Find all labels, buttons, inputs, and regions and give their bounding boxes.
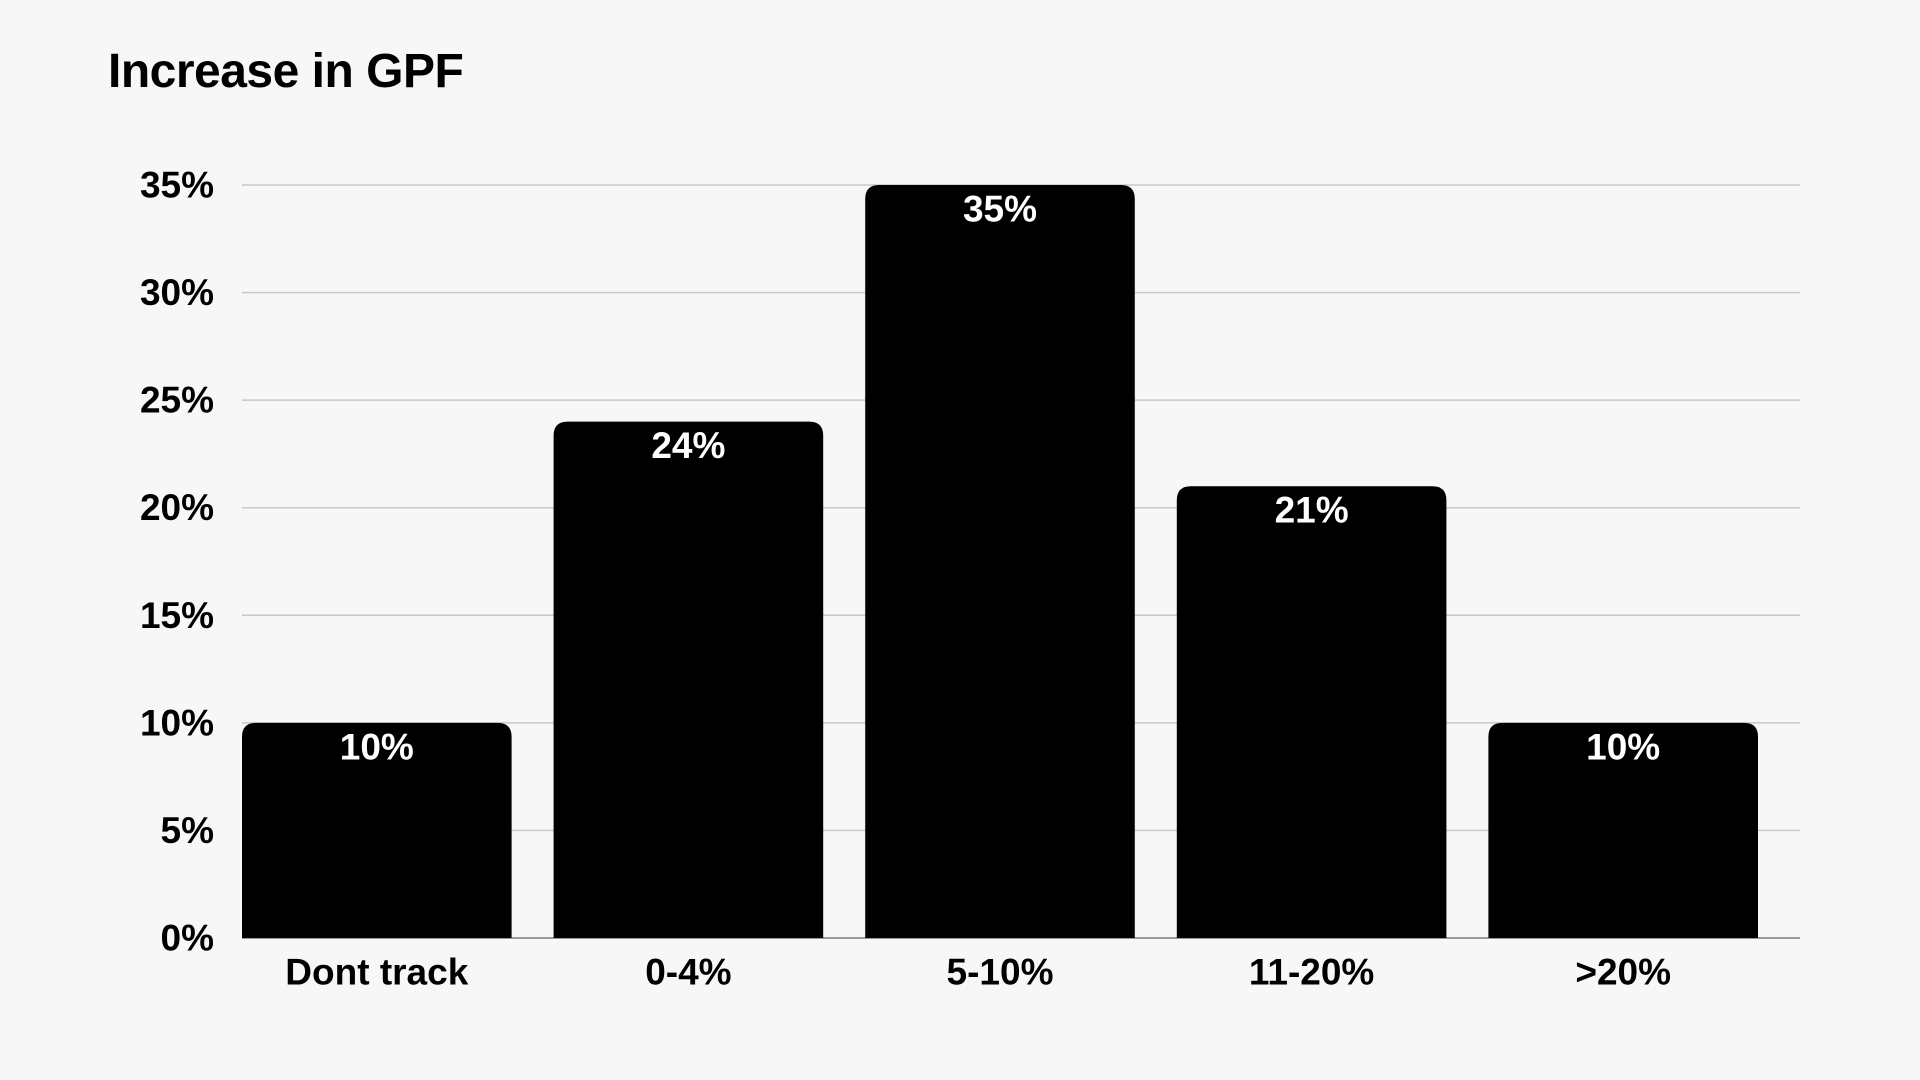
y-axis-ticks: 0% 5% 10% 15% 20% 25% 30% 35%: [140, 165, 214, 959]
data-labels: 10% 24% 35% 21% 10%: [340, 189, 1660, 768]
x-tick-label: Dont track: [285, 952, 468, 993]
x-tick-label: 11-20%: [1249, 952, 1375, 993]
y-tick-label: 30%: [140, 272, 214, 313]
x-axis-ticks: Dont track 0-4% 5-10% 11-20% >20%: [285, 952, 1671, 993]
y-tick-label: 35%: [140, 165, 214, 206]
bar: [865, 185, 1135, 938]
y-tick-label: 10%: [140, 702, 214, 743]
y-tick-label: 25%: [140, 380, 214, 421]
data-label: 21%: [1275, 490, 1349, 531]
bar: [242, 722, 512, 938]
bar: [553, 421, 824, 939]
y-tick-label: 0%: [161, 918, 214, 959]
y-tick-label: 20%: [140, 487, 214, 528]
chart-title: Increase in GPF: [108, 45, 464, 98]
data-label: 10%: [340, 726, 414, 767]
bar: [1488, 722, 1758, 938]
bar: [1176, 486, 1447, 938]
x-tick-label: >20%: [1575, 952, 1671, 993]
data-label: 10%: [1586, 726, 1660, 767]
y-tick-label: 15%: [140, 595, 214, 636]
data-label: 24%: [651, 425, 725, 466]
y-tick-label: 5%: [161, 810, 214, 851]
data-label: 35%: [963, 189, 1037, 230]
x-tick-label: 0-4%: [645, 952, 731, 993]
x-tick-label: 5-10%: [947, 952, 1054, 993]
bars: [242, 185, 1758, 939]
